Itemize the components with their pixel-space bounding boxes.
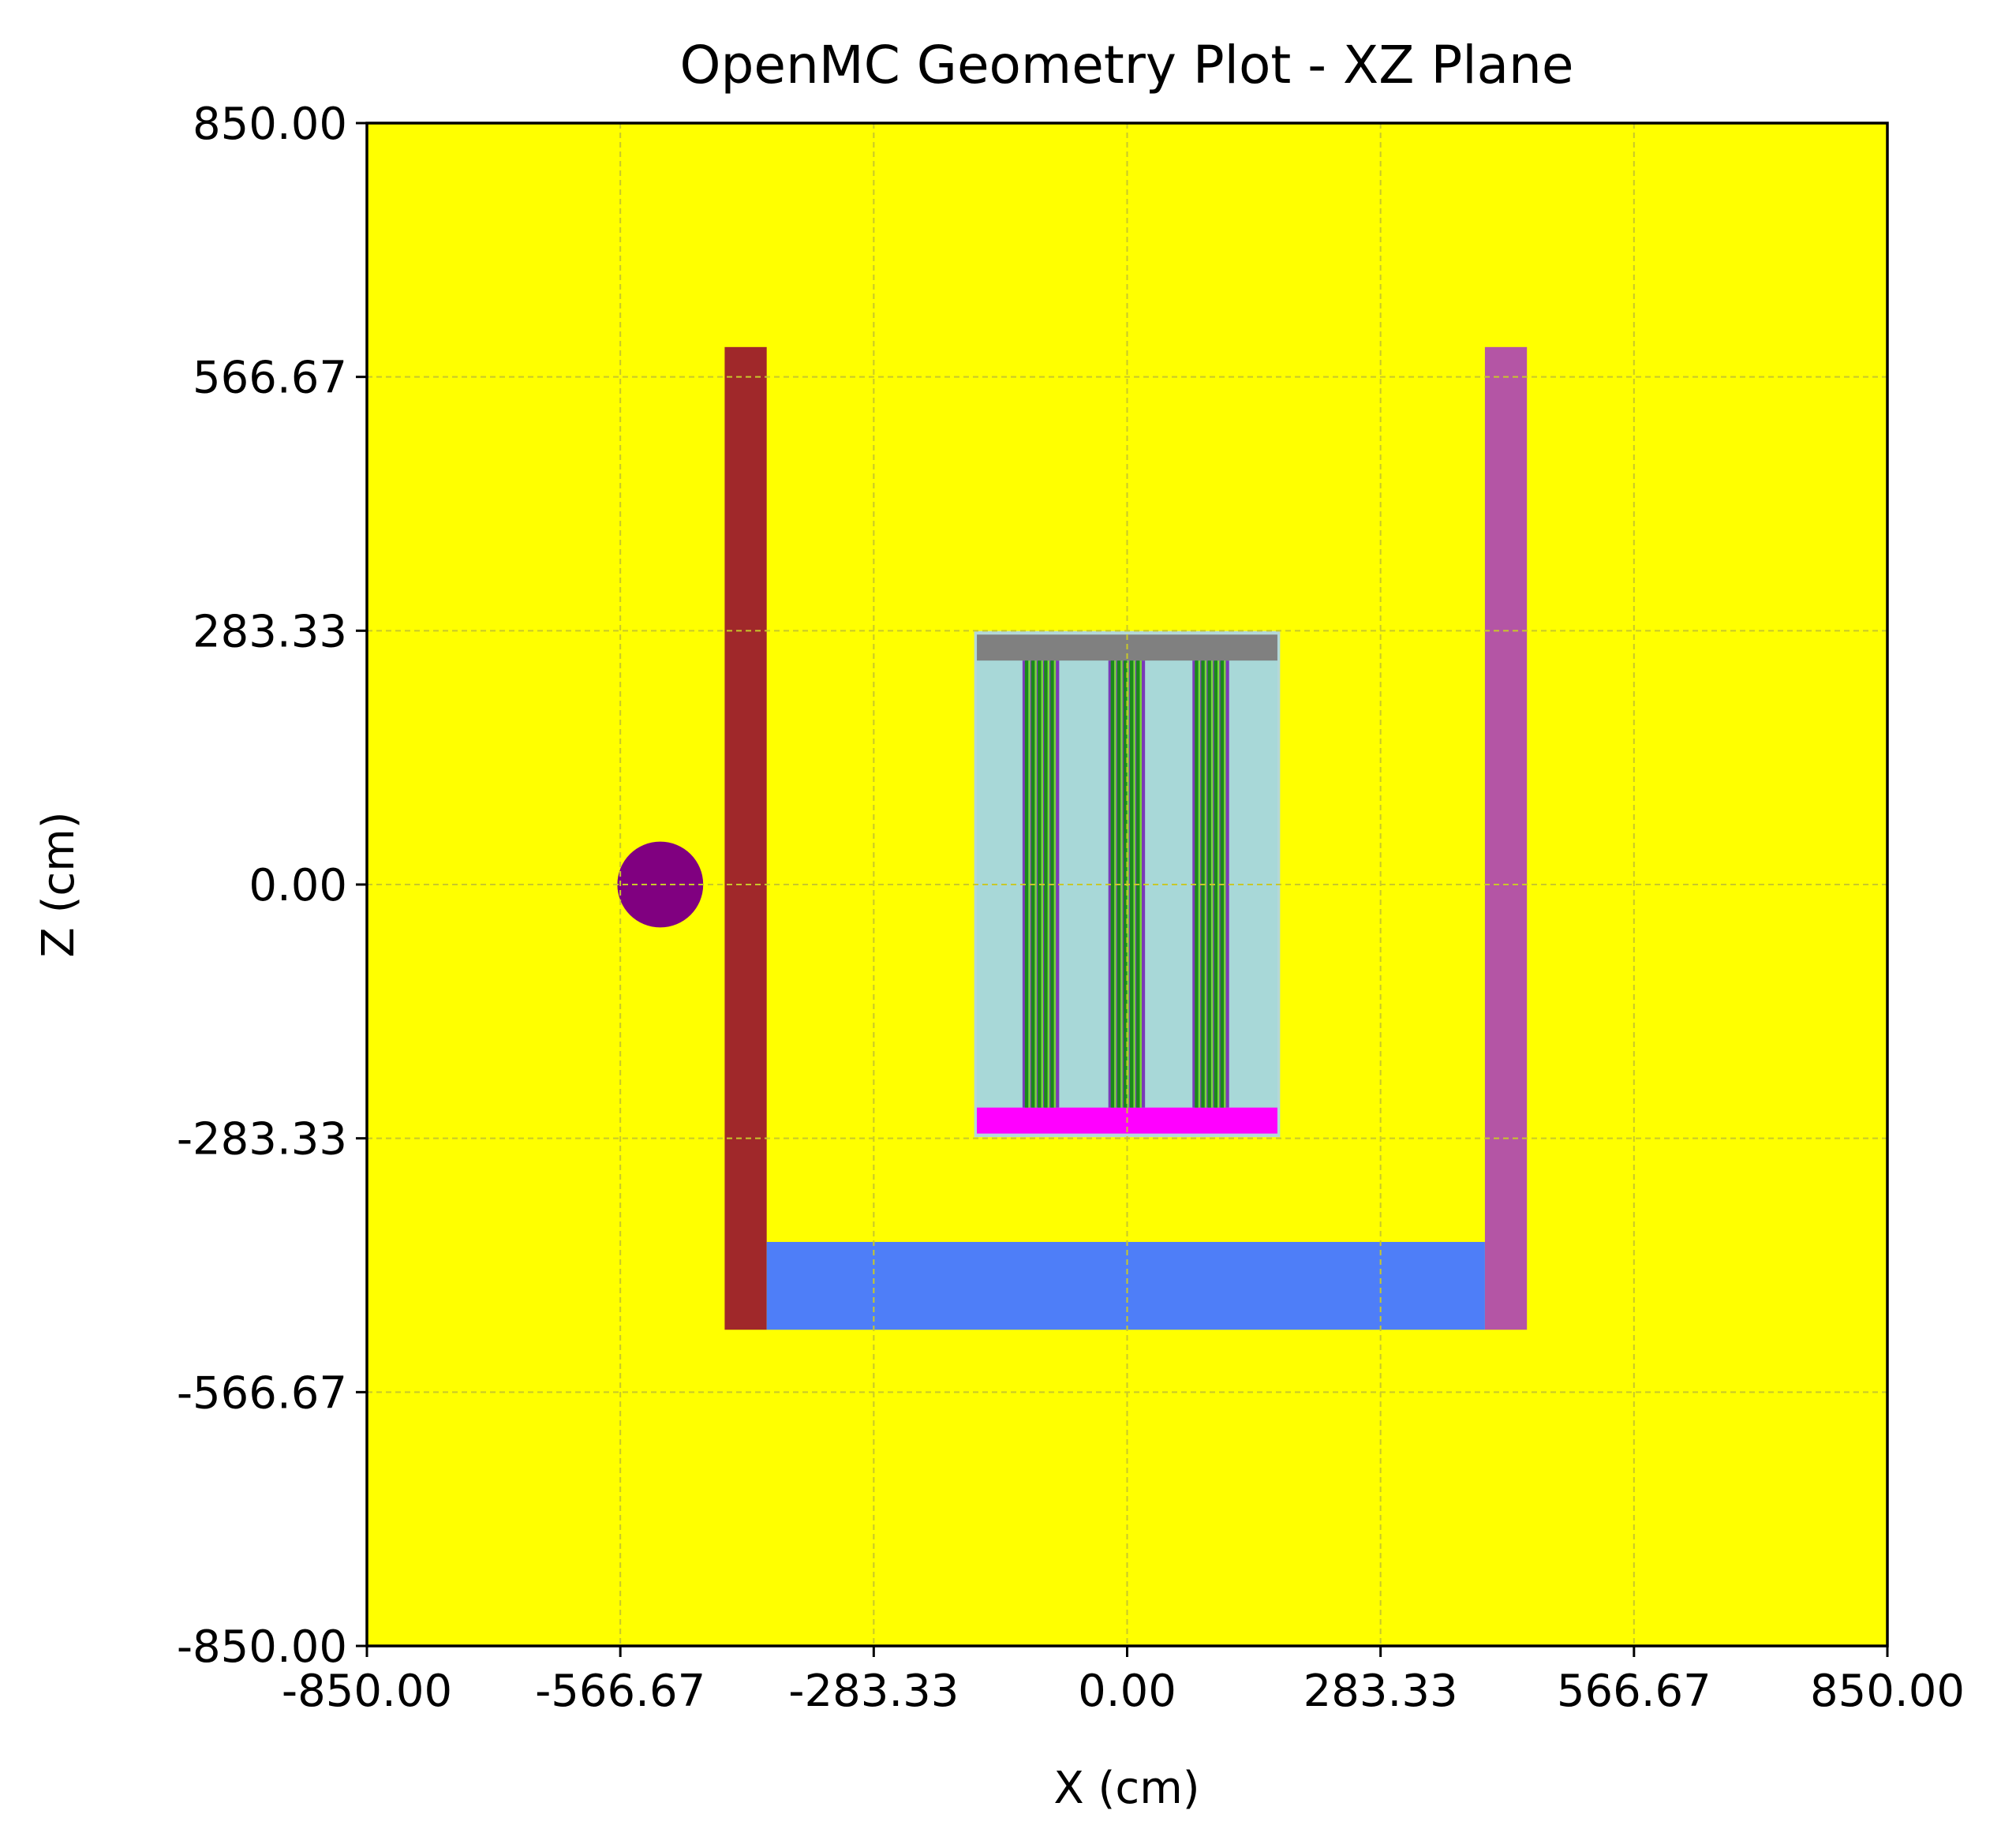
- fuel-pin-gap: [1224, 660, 1226, 1108]
- plot-area: [365, 122, 1889, 1648]
- fuel-pin-gap: [1028, 660, 1030, 1108]
- fuel-pin: [1129, 660, 1134, 1108]
- fuel-pin: [1044, 660, 1048, 1108]
- fuel-pin-gap: [1204, 660, 1207, 1108]
- y-tick-label: -283.33: [177, 1114, 347, 1165]
- y-tick-label: -850.00: [177, 1621, 347, 1673]
- y-axis-label: Z (cm): [33, 811, 84, 957]
- fuel-pin: [1195, 660, 1199, 1108]
- fuel-pin-gap: [1198, 660, 1201, 1108]
- fuel-pin: [1110, 660, 1115, 1108]
- x-tick-label: -283.33: [788, 1666, 959, 1717]
- y-axis-ticks: -850.00 -566.67 -283.33 0.00 283.33 566.67 850…: [177, 99, 367, 1673]
- y-tick-label: 283.33: [193, 606, 347, 657]
- x-axis-ticks: -850.00 -566.67 -283.33 0.00 283.33 566.67 850…: [282, 1646, 1965, 1717]
- fuel-pin-gap: [1120, 660, 1123, 1108]
- x-axis-label: X (cm): [1053, 1763, 1199, 1814]
- y-tick-label: -566.67: [177, 1367, 347, 1419]
- x-tick-label: 283.33: [1303, 1666, 1458, 1717]
- fuel-pin-gap: [1053, 660, 1057, 1108]
- fuel-pin: [1214, 660, 1217, 1108]
- y-tick-label: 0.00: [249, 860, 347, 911]
- fuel-pin-gap: [1217, 660, 1220, 1108]
- left-wall: [724, 346, 767, 1330]
- x-tick-label: -850.00: [282, 1666, 452, 1717]
- grid-layer: [367, 123, 1887, 1646]
- chart-title: OpenMC Geometry Plot - XZ Plane: [680, 35, 1574, 95]
- x-tick-label: 850.00: [1810, 1666, 1965, 1717]
- fuel-pin: [1207, 660, 1211, 1108]
- x-tick-label: 566.67: [1557, 1666, 1711, 1717]
- fuel-pin-gap: [1034, 660, 1037, 1108]
- source-sphere: [617, 841, 704, 928]
- fuel-pin-gap: [1139, 660, 1142, 1108]
- floor-slab: [766, 1241, 1485, 1330]
- y-tick-label: 566.67: [193, 353, 347, 404]
- fuel-pin: [1024, 660, 1029, 1108]
- x-tick-label: 0.00: [1078, 1666, 1176, 1717]
- right-wall: [1484, 346, 1528, 1330]
- y-tick-label: 850.00: [193, 99, 347, 150]
- fuel-pin-gap: [1047, 660, 1050, 1108]
- x-tick-label: -566.67: [535, 1666, 705, 1717]
